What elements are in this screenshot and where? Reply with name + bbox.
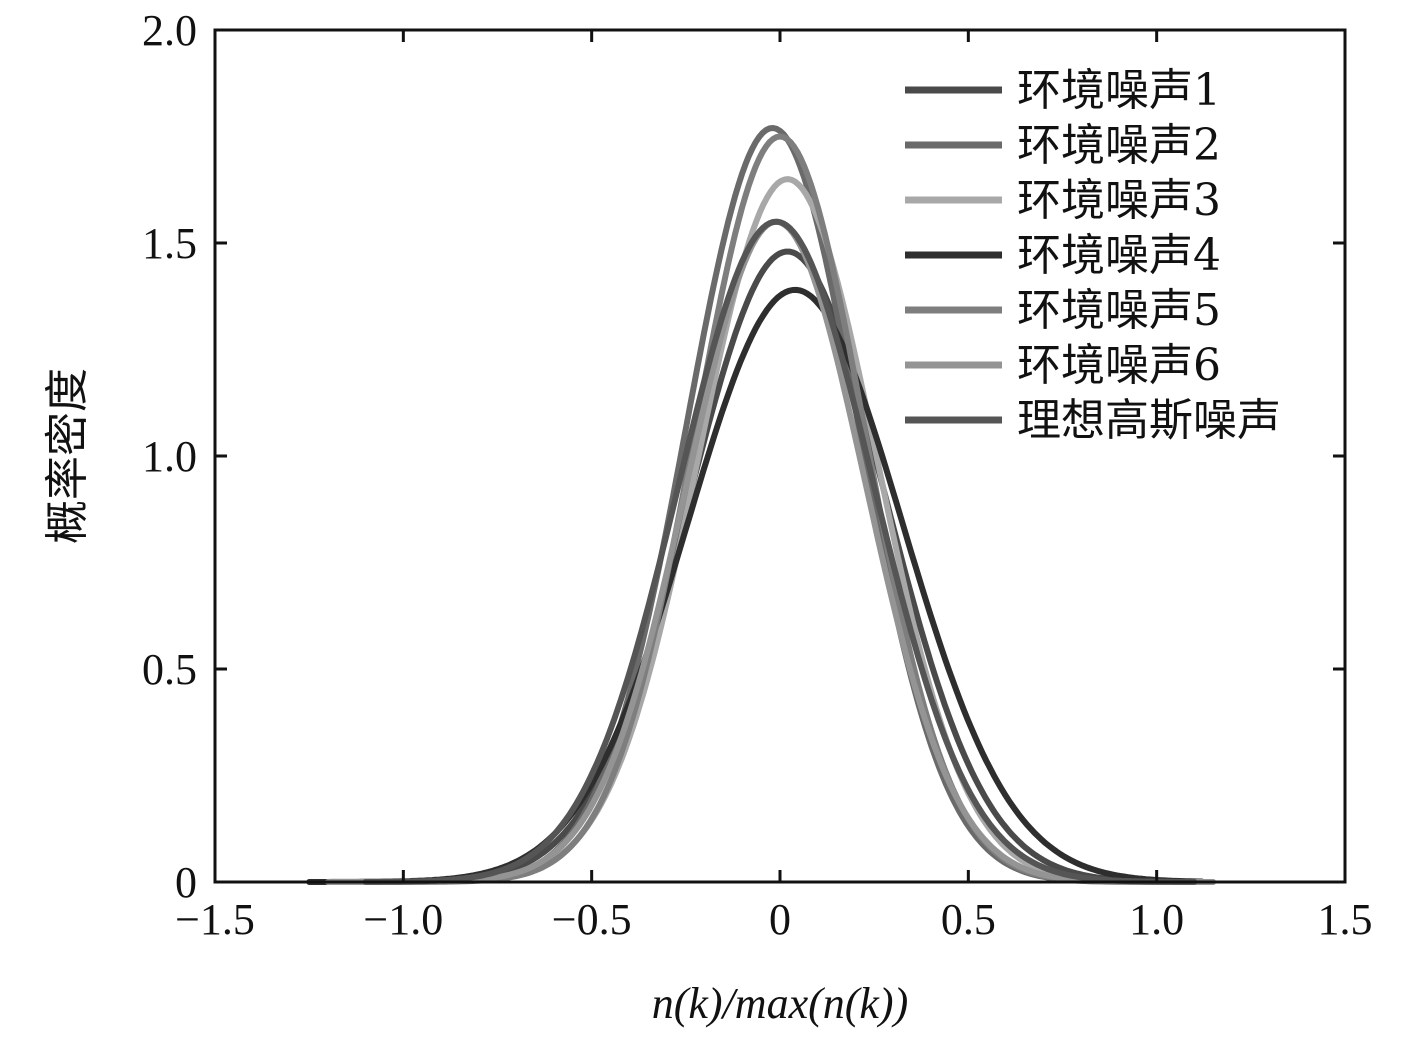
series-line-7: [362, 218, 1198, 885]
y-axis-title: 概率密度: [43, 368, 92, 544]
x-tick-label: 1.5: [1318, 895, 1373, 944]
legend-label-7: 理想高斯噪声: [1017, 395, 1281, 446]
legend-label-2: 环境噪声2: [1017, 120, 1221, 171]
y-tick-label: 1.5: [142, 219, 197, 268]
x-tick-label: 1.0: [1129, 895, 1184, 944]
x-tick-label: −0.5: [552, 895, 632, 944]
legend-label-1: 环境噪声1: [1017, 65, 1221, 116]
x-tick-label: 0: [769, 895, 791, 944]
series-line-1: [381, 248, 1198, 885]
legend-label-3: 环境噪声3: [1017, 175, 1221, 226]
y-tick-label: 0: [175, 858, 197, 907]
y-tick-label: 1.0: [142, 432, 197, 481]
legend-label-5: 环境噪声5: [1017, 285, 1221, 336]
x-axis-title: n(k)/max(n(k)): [652, 979, 909, 1028]
x-tick-label: −1.5: [175, 895, 255, 944]
x-tick-label: −1.0: [363, 895, 443, 944]
y-tick-label: 0.5: [142, 645, 197, 694]
ticks-layer: −1.5 −1.0 −0.5 0 0.5 1.0 1.5 0 0.5 1.0 1.5 2.0: [142, 6, 1373, 944]
y-tick-label: 2.0: [142, 6, 197, 55]
x-tick-label: 0.5: [941, 895, 996, 944]
legend-label-4: 环境噪声4: [1017, 230, 1221, 281]
legend-label-6: 环境噪声6: [1017, 340, 1221, 391]
series-layer: [306, 125, 1217, 885]
